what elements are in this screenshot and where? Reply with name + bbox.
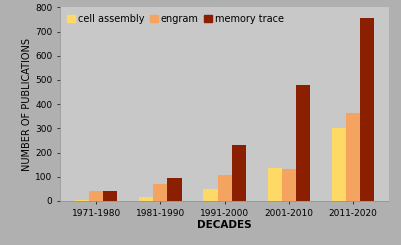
Bar bbox=[296, 85, 310, 201]
Bar bbox=[346, 113, 360, 201]
Bar bbox=[103, 191, 117, 201]
Bar bbox=[89, 191, 103, 201]
Bar bbox=[282, 170, 296, 201]
Bar bbox=[168, 178, 182, 201]
Bar bbox=[332, 128, 346, 201]
Bar bbox=[267, 168, 282, 201]
Bar bbox=[139, 197, 153, 201]
Y-axis label: NUMBER OF PUBLICATIONS: NUMBER OF PUBLICATIONS bbox=[22, 38, 32, 171]
Bar bbox=[360, 18, 374, 201]
Bar bbox=[75, 200, 89, 201]
X-axis label: DECADES: DECADES bbox=[197, 220, 252, 230]
Bar bbox=[153, 184, 168, 201]
Legend: cell assembly, engram, memory trace: cell assembly, engram, memory trace bbox=[65, 12, 286, 26]
Bar bbox=[232, 145, 246, 201]
Bar bbox=[203, 189, 217, 201]
Bar bbox=[217, 175, 232, 201]
